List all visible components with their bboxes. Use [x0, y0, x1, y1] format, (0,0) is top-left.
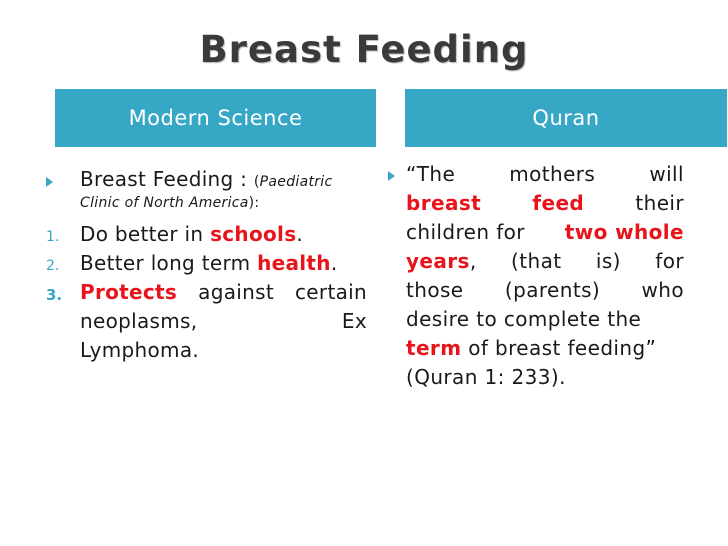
quran-line-4: years, (that is) for [406, 249, 684, 273]
quran-l3-a: children for [406, 220, 532, 244]
list-number-3: 3. [46, 286, 63, 304]
quran-l6: desire to complete the [406, 307, 642, 331]
quran-l2-c: their [635, 191, 684, 215]
source-paren-close: ): [248, 195, 260, 211]
quran-l7-b: of breast feeding” [461, 336, 657, 360]
quran-l5-a: those [406, 278, 464, 302]
header-modern-science: Modern Science [55, 89, 376, 147]
protects-highlight: Protects [80, 280, 178, 304]
left-item-protects-line3: Lymphoma. [80, 338, 200, 362]
quran-line-6: desire to complete the [406, 307, 684, 331]
header-quran-label: Quran [532, 106, 600, 130]
quran-l1-b: mothers [509, 162, 596, 186]
health-post: . [330, 251, 338, 275]
quran-two-whole-highlight: two whole [564, 220, 684, 244]
protects-word-against: against [198, 280, 274, 304]
left-item-schools: Do better in schools. [80, 222, 303, 246]
bullet-arrow-icon [46, 177, 53, 187]
quran-l4-comma: , [469, 249, 477, 273]
quran-line-3: children for two whole [406, 220, 684, 244]
quran-line-1: “The mothers will [406, 162, 684, 186]
left-item-protects-line2: neoplasms, Ex [80, 309, 367, 333]
quran-feed-highlight: feed [532, 191, 585, 215]
bullet-arrow-icon [388, 171, 395, 181]
quran-citation: (Quran 1: 233). [406, 365, 566, 389]
source-text-a: Paediatric [259, 174, 333, 190]
quran-l5-c: who [641, 278, 684, 302]
left-item-breast-feeding: Breast Feeding : (Paediatric [80, 167, 332, 191]
health-pre: Better long term [80, 251, 258, 275]
quran-line-7: term of breast feeding” [406, 336, 684, 360]
quran-line-8: (Quran 1: 233). [406, 365, 684, 389]
left-item-breast-feeding-head: Breast Feeding : [80, 167, 254, 191]
left-item-health: Better long term health. [80, 251, 338, 275]
ex-text: Ex [341, 309, 367, 333]
quran-l4-d: is) [595, 249, 621, 273]
quran-l5-b: (parents) [504, 278, 601, 302]
protects-word-certain: certain [295, 280, 367, 304]
quran-term-highlight: term [406, 336, 462, 360]
schools-post: . [296, 222, 304, 246]
left-item-protects: Protects against certain [80, 280, 367, 304]
left-item-source-line: Clinic of North America): [80, 195, 259, 211]
schools-pre: Do better in [80, 222, 211, 246]
quran-line-5: those (parents) who [406, 278, 684, 302]
schools-highlight: schools [210, 222, 297, 246]
quran-years-highlight: years [406, 249, 470, 273]
health-highlight: health [257, 251, 331, 275]
quran-l4-e: for [655, 249, 684, 273]
source-paren-open: ( [253, 174, 260, 190]
list-number-1: 1. [46, 229, 60, 245]
header-modern-science-label: Modern Science [128, 106, 303, 130]
list-number-2: 2. [46, 258, 60, 274]
source-text-b: Clinic of North America [80, 195, 249, 211]
neoplasms-text: neoplasms, [80, 309, 198, 333]
header-quran: Quran [405, 89, 727, 147]
quran-l4-c: (that [511, 249, 562, 273]
quran-l1-a: “The [406, 162, 456, 186]
quran-line-2: breast feed their [406, 191, 684, 215]
slide-title: Breast Feeding [199, 28, 529, 71]
quran-breast-highlight: breast [406, 191, 482, 215]
quran-l1-c: will [649, 162, 684, 186]
